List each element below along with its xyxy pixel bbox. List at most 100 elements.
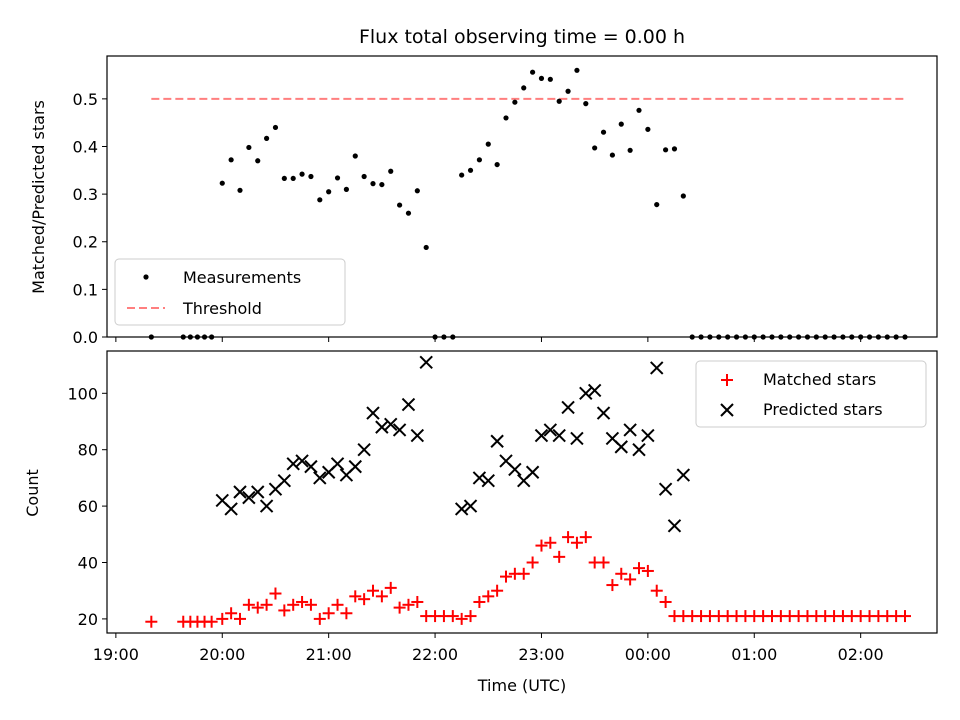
predicted-point	[552, 428, 566, 443]
matched-point	[597, 556, 610, 569]
measurement-point	[503, 115, 509, 121]
matched-point	[234, 612, 246, 625]
matched-point	[205, 615, 218, 628]
predicted-point	[313, 471, 327, 485]
predicted-point	[632, 442, 646, 457]
legend-threshold-label: Threshold	[182, 299, 262, 318]
matched-point	[464, 610, 477, 623]
matched-point	[455, 612, 468, 625]
measurement-point	[671, 146, 678, 152]
predicted-point	[658, 482, 673, 496]
predicted-point	[596, 406, 611, 420]
bottom-y-tick-label: 40	[78, 554, 98, 573]
matched-point	[367, 584, 379, 597]
predicted-point	[561, 400, 575, 415]
predicted-point	[251, 485, 265, 499]
matched-point	[491, 584, 504, 597]
measurement-point	[627, 147, 633, 153]
measurement-point	[219, 180, 225, 186]
bottom-legend-box	[695, 360, 927, 428]
predicted-point	[277, 474, 292, 488]
bottom-y-ticks: 20 40 60 80 100	[67, 384, 107, 629]
top-series-layer	[148, 67, 908, 340]
measurement-point	[494, 161, 500, 168]
top-panel: Flux total observing time = 0.00 h Match…	[29, 26, 938, 347]
matched-point	[287, 598, 300, 611]
matched-point	[322, 607, 335, 620]
legend-measurements-marker	[143, 274, 149, 280]
legend-predicted-marker	[720, 403, 734, 417]
bottom-axes-frame	[106, 350, 938, 634]
matched-point	[535, 539, 548, 552]
predicted-point	[641, 428, 655, 443]
matched-point	[633, 562, 645, 575]
matched-point	[517, 567, 530, 580]
measurement-point	[618, 121, 624, 127]
top-y-tick-label: 0.3	[73, 185, 98, 204]
matched-point	[402, 598, 415, 611]
measurement-point	[379, 181, 385, 188]
matched-point	[269, 587, 282, 600]
matched-point	[624, 573, 637, 586]
measurement-point	[680, 193, 686, 199]
measurement-point	[228, 157, 234, 163]
measurement-point	[663, 147, 669, 153]
predicted-point	[508, 462, 522, 477]
bottom-legend: Matched stars Predicted stars	[695, 360, 927, 428]
bottom-y-tick-label: 80	[78, 441, 98, 460]
measurement-point	[521, 85, 527, 91]
predicted-point	[330, 457, 345, 471]
predicted-point	[348, 459, 362, 474]
top-y-tick-label: 0.2	[73, 233, 98, 252]
top-y-ticks: 0.0 0.1 0.2 0.3 0.4 0.5	[73, 90, 107, 347]
predicted-point	[366, 406, 380, 420]
measurement-point	[317, 197, 323, 203]
legend-matched-label: Matched stars	[763, 370, 876, 389]
predicted-point	[676, 468, 691, 482]
predicted-point	[490, 434, 504, 448]
matched-point	[304, 598, 317, 611]
measurement-point	[334, 175, 341, 181]
matched-point	[500, 570, 512, 583]
measurement-point	[237, 187, 243, 193]
predicted-point	[454, 502, 469, 516]
predicted-point	[481, 474, 495, 488]
measurement-point	[654, 201, 660, 208]
measurement-point	[636, 107, 642, 113]
predicted-point	[543, 423, 558, 437]
bottom-y-tick-label: 20	[78, 610, 98, 629]
predicted-point	[401, 397, 416, 412]
predicted-point	[242, 490, 256, 505]
top-legend-box	[114, 258, 346, 326]
matched-point	[313, 612, 326, 625]
matched-point	[393, 601, 406, 614]
matched-point	[349, 590, 362, 603]
predicted-point	[579, 386, 593, 401]
matched-point	[659, 595, 672, 608]
predicted-point	[286, 457, 300, 471]
bottom-series-layer	[145, 355, 911, 628]
matched-point	[446, 610, 459, 623]
predicted-point	[295, 454, 309, 468]
matched-point	[145, 615, 158, 628]
measurement-point	[308, 173, 314, 180]
predicted-point	[650, 361, 664, 375]
bottom-y-axis-title: Count	[23, 469, 42, 517]
matched-point	[251, 601, 264, 614]
matched-point	[553, 550, 566, 563]
measurement-point	[645, 126, 651, 132]
measurement-point	[370, 181, 376, 187]
matched-point	[615, 567, 628, 580]
legend-predicted-label: Predicted stars	[763, 400, 883, 419]
measurement-point	[264, 135, 270, 141]
predicted-point	[357, 442, 371, 457]
bottom-y-tick-label: 100	[67, 384, 98, 403]
measurement-point	[538, 75, 545, 81]
measurement-point	[397, 202, 403, 208]
measurement-point	[459, 172, 465, 178]
matched-point	[411, 595, 424, 608]
matched-point	[650, 584, 663, 597]
top-axes-frame	[106, 55, 938, 338]
legend-measurements-label: Measurements	[183, 268, 301, 287]
predicted-point	[472, 471, 487, 485]
